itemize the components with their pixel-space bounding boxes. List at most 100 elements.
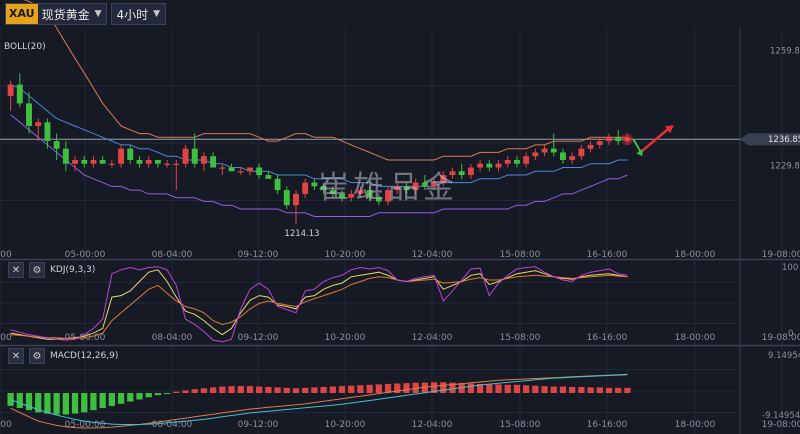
x-tick-label: 16-16:00 <box>587 250 628 260</box>
macd-histogram-bar <box>25 393 33 411</box>
macd-histogram-bar <box>513 384 521 393</box>
candle-body <box>578 148 585 157</box>
y-tick-label: 0 <box>788 329 793 339</box>
candle-body <box>440 175 447 183</box>
up-arrow-head-icon <box>665 125 674 134</box>
x-tick-label: 08-04:00 <box>152 333 193 343</box>
macd-histogram-bar <box>274 387 281 393</box>
x-tick-label: 19-08:00 <box>762 420 800 430</box>
candle-body <box>7 84 14 96</box>
candle-body <box>467 167 474 176</box>
candle-body <box>615 137 622 142</box>
candle-body <box>16 84 23 104</box>
macd-histogram-bar <box>16 393 23 409</box>
macd-histogram-bar <box>136 393 143 400</box>
macd-histogram-bar <box>523 385 530 393</box>
candle-body <box>477 163 484 168</box>
gear-icon[interactable]: ⚙ <box>29 262 45 278</box>
x-tick-label: 10-20:00 <box>325 420 366 430</box>
candle-body <box>541 148 548 153</box>
macd-histogram-bar <box>348 385 355 393</box>
candle-body <box>81 159 88 164</box>
y-tick-label: 9.14954 <box>768 351 800 361</box>
gear-icon[interactable]: ⚙ <box>29 348 45 364</box>
macd-histogram-bar <box>71 393 79 414</box>
macd-dea-line <box>10 374 628 425</box>
candle-body <box>136 159 143 164</box>
candle-body <box>569 156 576 160</box>
candle-body <box>182 148 189 164</box>
macd-histogram-bar <box>7 393 14 406</box>
candle-body <box>219 167 226 169</box>
close-icon[interactable]: ✕ <box>8 348 24 364</box>
candle-body <box>403 186 410 191</box>
candle-body <box>329 190 336 194</box>
candle-body <box>523 156 530 164</box>
x-tick-label: 12-04:00 <box>412 250 453 260</box>
candle-body <box>200 156 207 164</box>
x-tick-label: 12-04:00 <box>412 333 453 343</box>
candle-body <box>265 175 272 179</box>
down-arrow-head-icon <box>636 149 643 157</box>
candle-body <box>385 190 391 202</box>
watermark: 崔雄品金 <box>318 170 458 206</box>
candle-body <box>560 152 566 160</box>
x-tick-label: 12-04:00 <box>412 420 453 430</box>
macd-header: ✕ ⚙ MACD(12,26,9) <box>8 348 118 364</box>
kdj-k-line <box>10 269 628 340</box>
macd-histogram-bar <box>256 386 263 393</box>
x-tick-label: 05-00:00 <box>65 250 106 260</box>
candle-body <box>274 178 281 191</box>
candle-body <box>164 163 171 165</box>
macd-histogram-bar <box>219 386 226 393</box>
last-price-dot <box>624 136 630 142</box>
candle-body <box>596 141 603 145</box>
y-tick-label: 100 <box>782 263 798 273</box>
x-tick-label: 16-16:00 <box>587 420 628 430</box>
symbol-selector[interactable]: XAU 现货黄金 ▼ <box>5 3 107 25</box>
current-price-tag <box>740 133 800 146</box>
candle-body <box>256 167 263 176</box>
macd-histogram-bar <box>449 382 456 393</box>
close-icon[interactable]: ✕ <box>8 262 24 278</box>
candle-body <box>302 182 309 194</box>
macd-indicator-label: MACD(12,26,9) <box>50 351 119 361</box>
boll-middle-line <box>10 84 628 187</box>
timeframe-selector[interactable]: 4小时 ▼ <box>110 3 167 25</box>
macd-histogram-bar <box>228 386 235 393</box>
macd-histogram-bar <box>311 387 318 393</box>
macd-histogram-bar <box>53 393 60 415</box>
macd-histogram-bar <box>504 384 511 393</box>
candle-body <box>366 190 373 198</box>
candle-body <box>431 182 438 187</box>
candle-body <box>311 182 318 187</box>
macd-histogram-bar <box>191 389 198 393</box>
macd-histogram-bar <box>338 386 346 393</box>
up-arrow-icon <box>638 128 669 155</box>
boll-indicator-label: BOLL(20) <box>4 42 46 52</box>
macd-histogram-bar <box>302 387 309 393</box>
candle-body <box>449 171 456 176</box>
candle-body <box>26 103 32 127</box>
candle-body <box>421 182 428 187</box>
x-tick-label: 15-08:00 <box>500 333 541 343</box>
candle-body <box>62 148 69 164</box>
candle-body <box>191 148 198 164</box>
chevron-down-icon: ▼ <box>153 9 161 19</box>
macd-histogram-bar <box>605 387 613 393</box>
x-tick-label: 05-00:00 <box>65 420 106 430</box>
x-tick-label: 00 <box>0 420 12 430</box>
candle-body <box>53 141 60 149</box>
macd-histogram-bar <box>624 387 631 393</box>
low-annotation: 1214.13 <box>284 229 319 239</box>
macd-histogram-bar <box>486 384 493 393</box>
candle-body <box>44 122 51 142</box>
kdj-d-line <box>10 274 628 339</box>
timeframe-label: 4小时 <box>116 7 149 22</box>
macd-histogram-bar <box>569 386 576 393</box>
candle-body <box>35 122 42 127</box>
candle-body <box>320 186 327 191</box>
kdj-j-line <box>10 266 628 343</box>
